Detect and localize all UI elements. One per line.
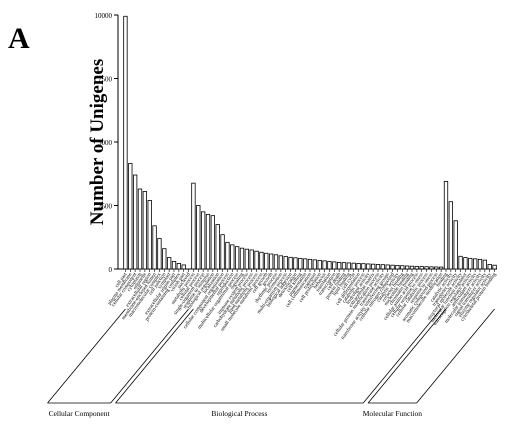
y-tick-label: 2500 xyxy=(98,203,113,211)
group-bracket-left xyxy=(47,308,126,404)
y-tick-label: 10000 xyxy=(95,12,113,20)
bar xyxy=(322,260,327,270)
group-bracket-right xyxy=(362,308,442,404)
group-bracket-right xyxy=(416,308,495,404)
bar xyxy=(239,247,245,270)
bar xyxy=(443,180,449,270)
bar xyxy=(380,264,386,270)
bar xyxy=(254,250,259,270)
bar xyxy=(205,213,211,270)
bar xyxy=(234,246,240,270)
y-axis-label: Number of Unigenes xyxy=(87,59,108,225)
bar xyxy=(468,257,473,270)
bar xyxy=(327,260,332,270)
bar xyxy=(128,163,133,270)
bar xyxy=(414,266,420,270)
bar xyxy=(346,262,352,270)
bar xyxy=(220,234,225,270)
bar xyxy=(390,264,395,270)
y-tick-label: 5000 xyxy=(98,139,113,147)
bar xyxy=(147,200,152,270)
bar xyxy=(283,256,288,270)
bar xyxy=(302,258,308,270)
bars xyxy=(118,15,497,272)
bar xyxy=(307,258,313,270)
y-tick-label: 0 xyxy=(109,266,113,274)
bar xyxy=(492,264,497,270)
bar xyxy=(385,264,390,270)
bar xyxy=(196,205,201,270)
bar xyxy=(123,15,128,270)
bar xyxy=(424,266,429,270)
group-label: Cellular Component xyxy=(49,409,111,418)
bar xyxy=(361,263,366,270)
bar xyxy=(351,262,356,270)
y-axis: 0 2500 5000 7500 10000 xyxy=(95,12,119,274)
bar xyxy=(472,258,478,270)
bar xyxy=(152,225,157,270)
bar xyxy=(210,215,216,270)
bar xyxy=(249,249,254,270)
bar xyxy=(400,265,405,270)
bar xyxy=(288,256,293,270)
bar xyxy=(429,266,434,270)
group-bracket-left xyxy=(115,308,194,404)
bar xyxy=(487,264,492,270)
bar xyxy=(448,201,454,270)
bar xyxy=(370,263,376,270)
bar xyxy=(162,248,167,270)
panel-label: A xyxy=(8,22,30,55)
bar xyxy=(293,257,298,270)
bar xyxy=(278,255,284,270)
bar xyxy=(166,257,172,270)
bar xyxy=(395,265,400,270)
bar xyxy=(434,266,439,270)
bar xyxy=(336,261,342,270)
bar xyxy=(356,263,361,270)
bar xyxy=(157,238,162,270)
bar xyxy=(482,259,488,270)
group-bracket-left xyxy=(367,308,447,404)
bar xyxy=(453,220,458,270)
bar xyxy=(332,261,337,270)
bar xyxy=(191,182,196,270)
bar xyxy=(458,255,463,270)
bar xyxy=(264,252,269,270)
bar xyxy=(438,266,444,270)
bar xyxy=(176,263,182,270)
bar xyxy=(463,257,468,270)
bar xyxy=(230,244,235,270)
bar xyxy=(200,211,206,270)
bar xyxy=(312,259,318,270)
bar xyxy=(298,257,303,270)
group-label: Biological Process xyxy=(211,409,267,418)
bar xyxy=(409,265,415,270)
bar xyxy=(259,251,264,270)
y-tick-label: 7500 xyxy=(98,76,113,84)
bar xyxy=(225,241,230,270)
bar xyxy=(132,174,138,270)
bar xyxy=(366,263,371,270)
group-bracket-right xyxy=(110,308,189,404)
bar xyxy=(142,191,148,270)
bar xyxy=(137,188,143,270)
bar xyxy=(244,248,250,270)
bar xyxy=(171,260,177,270)
bar xyxy=(404,265,410,270)
bar xyxy=(273,254,279,270)
group-brackets: Cellular Component Biological Process Mole… xyxy=(47,308,495,418)
bar xyxy=(341,262,347,270)
group-label: Molecular Function xyxy=(363,409,423,418)
bar xyxy=(215,224,220,270)
bar xyxy=(181,264,186,270)
bar xyxy=(477,258,483,270)
bar xyxy=(419,266,424,270)
bar xyxy=(268,253,274,270)
bar xyxy=(317,259,322,270)
bar xyxy=(375,264,381,270)
